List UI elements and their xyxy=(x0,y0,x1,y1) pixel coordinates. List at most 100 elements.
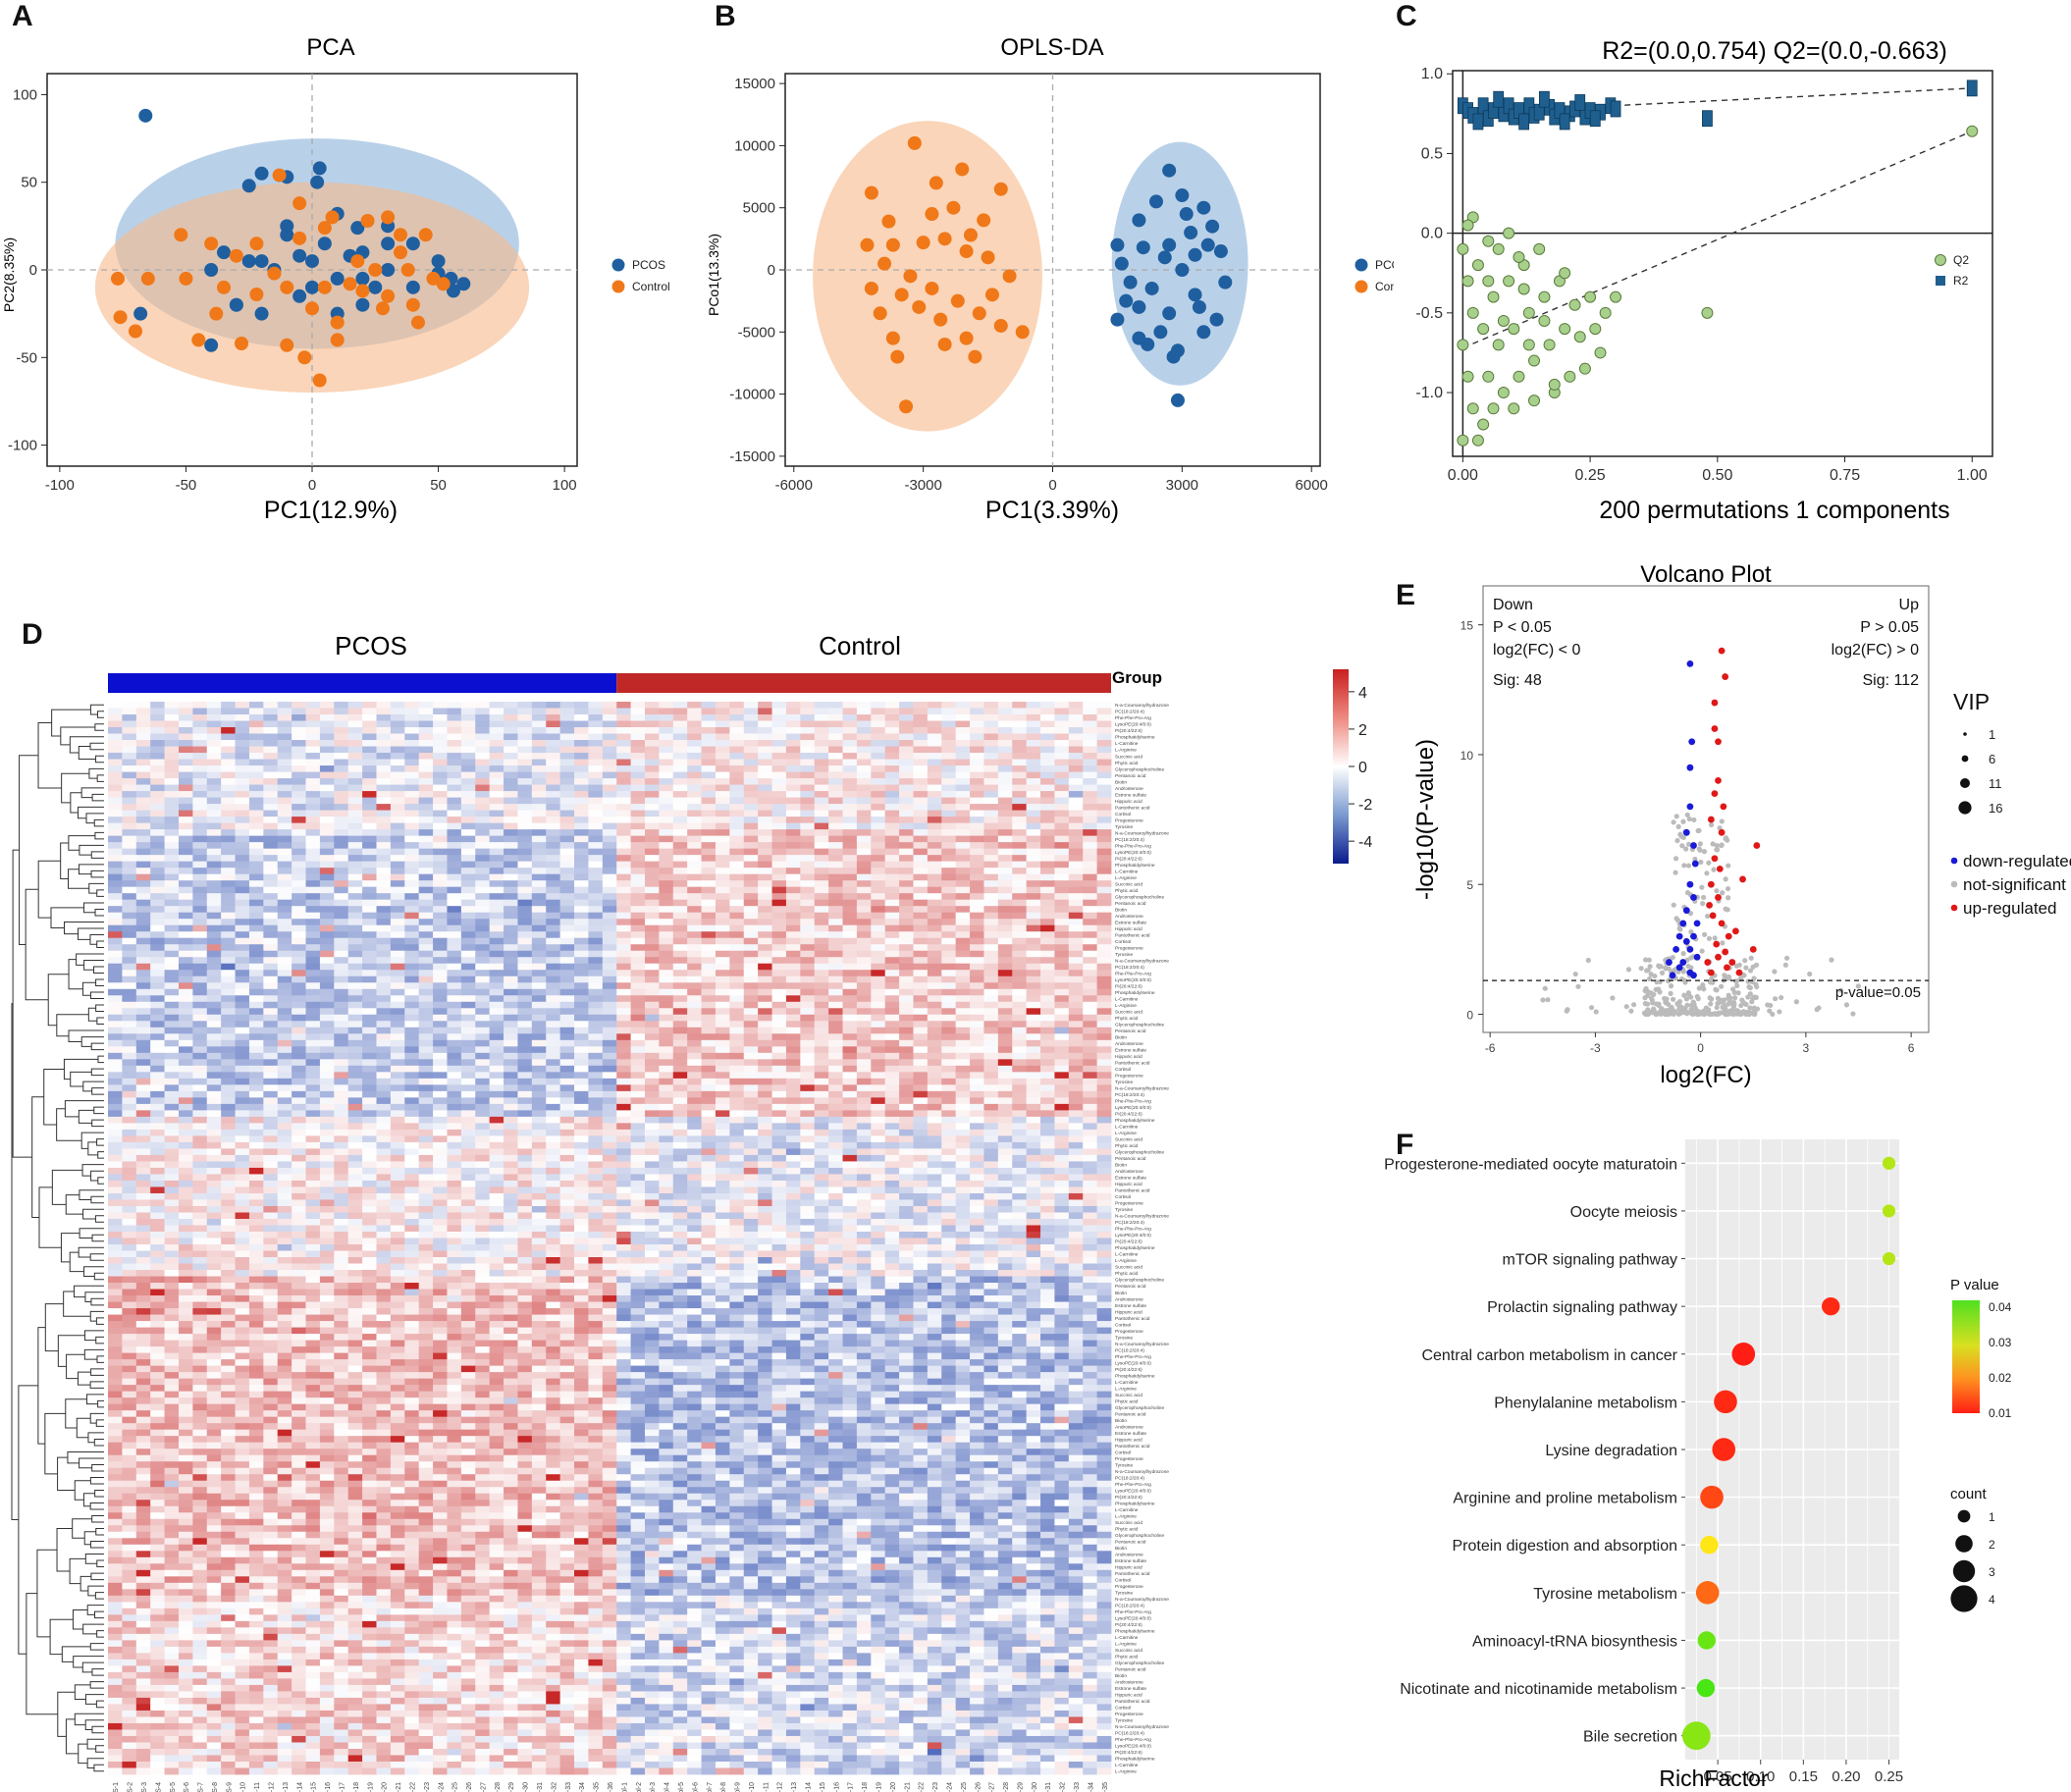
heatmap-cell xyxy=(927,906,942,914)
panel-label-f: F xyxy=(1396,1129,1414,1161)
heatmap-cell xyxy=(758,740,772,747)
heatmap-cell xyxy=(758,829,772,837)
heatmap-cell xyxy=(460,810,476,817)
heatmap-chart: PCOS Control Group N-a-Coumaroylhydrazon… xyxy=(11,631,1372,1792)
heatmap-cell xyxy=(771,1110,787,1118)
heatmap-cell xyxy=(1083,708,1097,715)
heatmap-cell xyxy=(970,1090,984,1098)
heatmap-cell xyxy=(771,817,787,824)
heatmap-cell xyxy=(743,1090,759,1098)
heatmap-cell xyxy=(334,1046,349,1054)
heatmap-cell xyxy=(546,804,561,812)
data-point-pcos xyxy=(1200,237,1215,252)
heatmap-cell xyxy=(334,797,349,805)
heatmap-cell xyxy=(531,842,547,850)
heatmap-cell xyxy=(1026,1110,1041,1118)
heatmap-cell xyxy=(150,829,165,837)
heatmap-cell xyxy=(927,957,942,965)
heatmap-cell xyxy=(221,714,236,721)
heatmap-cell xyxy=(404,835,420,843)
heatmap-cell xyxy=(108,855,123,863)
heatmap-cell xyxy=(856,1110,872,1118)
heatmap-cell xyxy=(856,727,872,734)
heatmap-cell xyxy=(659,804,674,812)
heatmap-cell xyxy=(672,708,688,715)
heatmap-cell xyxy=(630,1097,646,1105)
heatmap-cell xyxy=(433,848,448,856)
heatmap-cell xyxy=(517,714,533,721)
heatmap-cell xyxy=(856,829,872,837)
heatmap-cell xyxy=(814,937,829,945)
heatmap-cell xyxy=(489,733,504,741)
heatmap-cell xyxy=(235,861,250,869)
heatmap-cell xyxy=(418,1110,434,1118)
heatmap-cell xyxy=(758,1059,772,1067)
heatmap-cell xyxy=(1026,995,1041,1003)
heatmap-cell xyxy=(913,912,929,920)
heatmap-cell xyxy=(785,893,801,901)
heatmap-cell xyxy=(729,1110,745,1118)
heatmap-cell xyxy=(574,759,589,766)
heatmap-cell xyxy=(899,1014,914,1022)
heatmap-cell xyxy=(122,842,137,850)
heatmap-cell xyxy=(108,919,123,926)
heatmap-cell xyxy=(475,957,491,965)
heatmap-cell xyxy=(997,842,1013,850)
heatmap-cell xyxy=(390,950,405,958)
heatmap-cell xyxy=(1012,708,1028,715)
heatmap-cell xyxy=(460,1033,476,1041)
heatmap-cell xyxy=(319,855,335,863)
heatmap-cell xyxy=(1054,810,1070,817)
heatmap-cell xyxy=(814,1097,829,1105)
heatmap-cell xyxy=(206,804,222,812)
heatmap-cell xyxy=(659,784,674,792)
heatmap-cell xyxy=(927,1084,942,1092)
heatmap-cell xyxy=(644,988,660,996)
heatmap-cell xyxy=(334,746,349,754)
heatmap-cell xyxy=(404,1027,420,1034)
heatmap-cell xyxy=(743,804,759,812)
heatmap-cell xyxy=(701,912,717,920)
heatmap-cell xyxy=(192,931,208,939)
heatmap-cell xyxy=(616,842,631,850)
heatmap-cell xyxy=(504,919,518,926)
heatmap-cell xyxy=(460,1078,476,1085)
heatmap-cell xyxy=(1026,886,1041,894)
heatmap-cell xyxy=(235,1001,250,1009)
heatmap-cell xyxy=(771,931,787,939)
heatmap-cell xyxy=(135,931,151,939)
heatmap-cell xyxy=(687,740,702,747)
heatmap-cell xyxy=(672,1033,688,1041)
heatmap-cell xyxy=(1012,848,1028,856)
heatmap-cell xyxy=(460,1084,476,1092)
heatmap-cell xyxy=(376,817,392,824)
heatmap-cell xyxy=(800,1078,816,1085)
heatmap-cell xyxy=(546,1052,561,1060)
heatmap-cell xyxy=(856,759,872,766)
heatmap-cell xyxy=(1040,944,1055,952)
heatmap-cell xyxy=(1068,893,1084,901)
heatmap-cell xyxy=(150,842,165,850)
heatmap-cell xyxy=(814,746,829,754)
heatmap-cell xyxy=(814,944,829,952)
heatmap-cell xyxy=(701,804,717,812)
heatmap-cell xyxy=(884,886,900,894)
heatmap-cell xyxy=(602,886,617,894)
heatmap-cell xyxy=(955,1097,971,1105)
heatmap-cell xyxy=(305,982,321,990)
heatmap-cell xyxy=(1096,963,1112,971)
heatmap-cell xyxy=(588,1052,604,1060)
heatmap-cell xyxy=(672,1110,688,1118)
heatmap-cell xyxy=(390,797,405,805)
heatmap-cell xyxy=(305,1110,321,1118)
heatmap-cell xyxy=(800,1084,816,1092)
heatmap-cell xyxy=(517,720,533,728)
heatmap-cell xyxy=(701,988,717,996)
heatmap-cell xyxy=(334,893,349,901)
heatmap-cell xyxy=(362,714,377,721)
heatmap-cell xyxy=(1026,982,1041,990)
heatmap-cell xyxy=(588,1039,604,1047)
heatmap-cell xyxy=(1083,759,1097,766)
heatmap-cell xyxy=(390,848,405,856)
data-point-pcos xyxy=(1170,393,1185,407)
